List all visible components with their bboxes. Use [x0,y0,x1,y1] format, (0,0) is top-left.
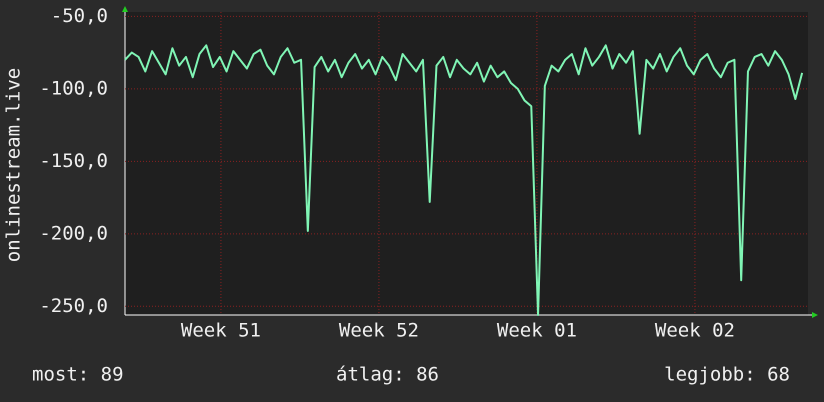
y-tick-label: -50,0 [51,5,108,27]
x-tick-label: Week 01 [497,320,577,342]
footer-average: átlag: 86 [336,364,439,386]
y-tick-label: -150,0 [39,150,108,172]
x-arrow [812,312,818,318]
y-arrow [122,6,128,12]
y-tick-label: -200,0 [39,222,108,244]
plot-area [125,12,808,315]
series-line [124,44,804,316]
footer-best: legjobb: 68 [664,364,790,386]
footer-current: most: 89 [32,364,124,386]
y-tick-label: -250,0 [39,295,108,317]
y-tick-label: -100,0 [39,77,108,99]
y-axis-label: onlinestream.live [3,68,25,262]
x-tick-label: Week 52 [339,320,419,342]
x-tick-label: Week 51 [181,320,261,342]
x-tick-label: Week 02 [655,320,735,342]
